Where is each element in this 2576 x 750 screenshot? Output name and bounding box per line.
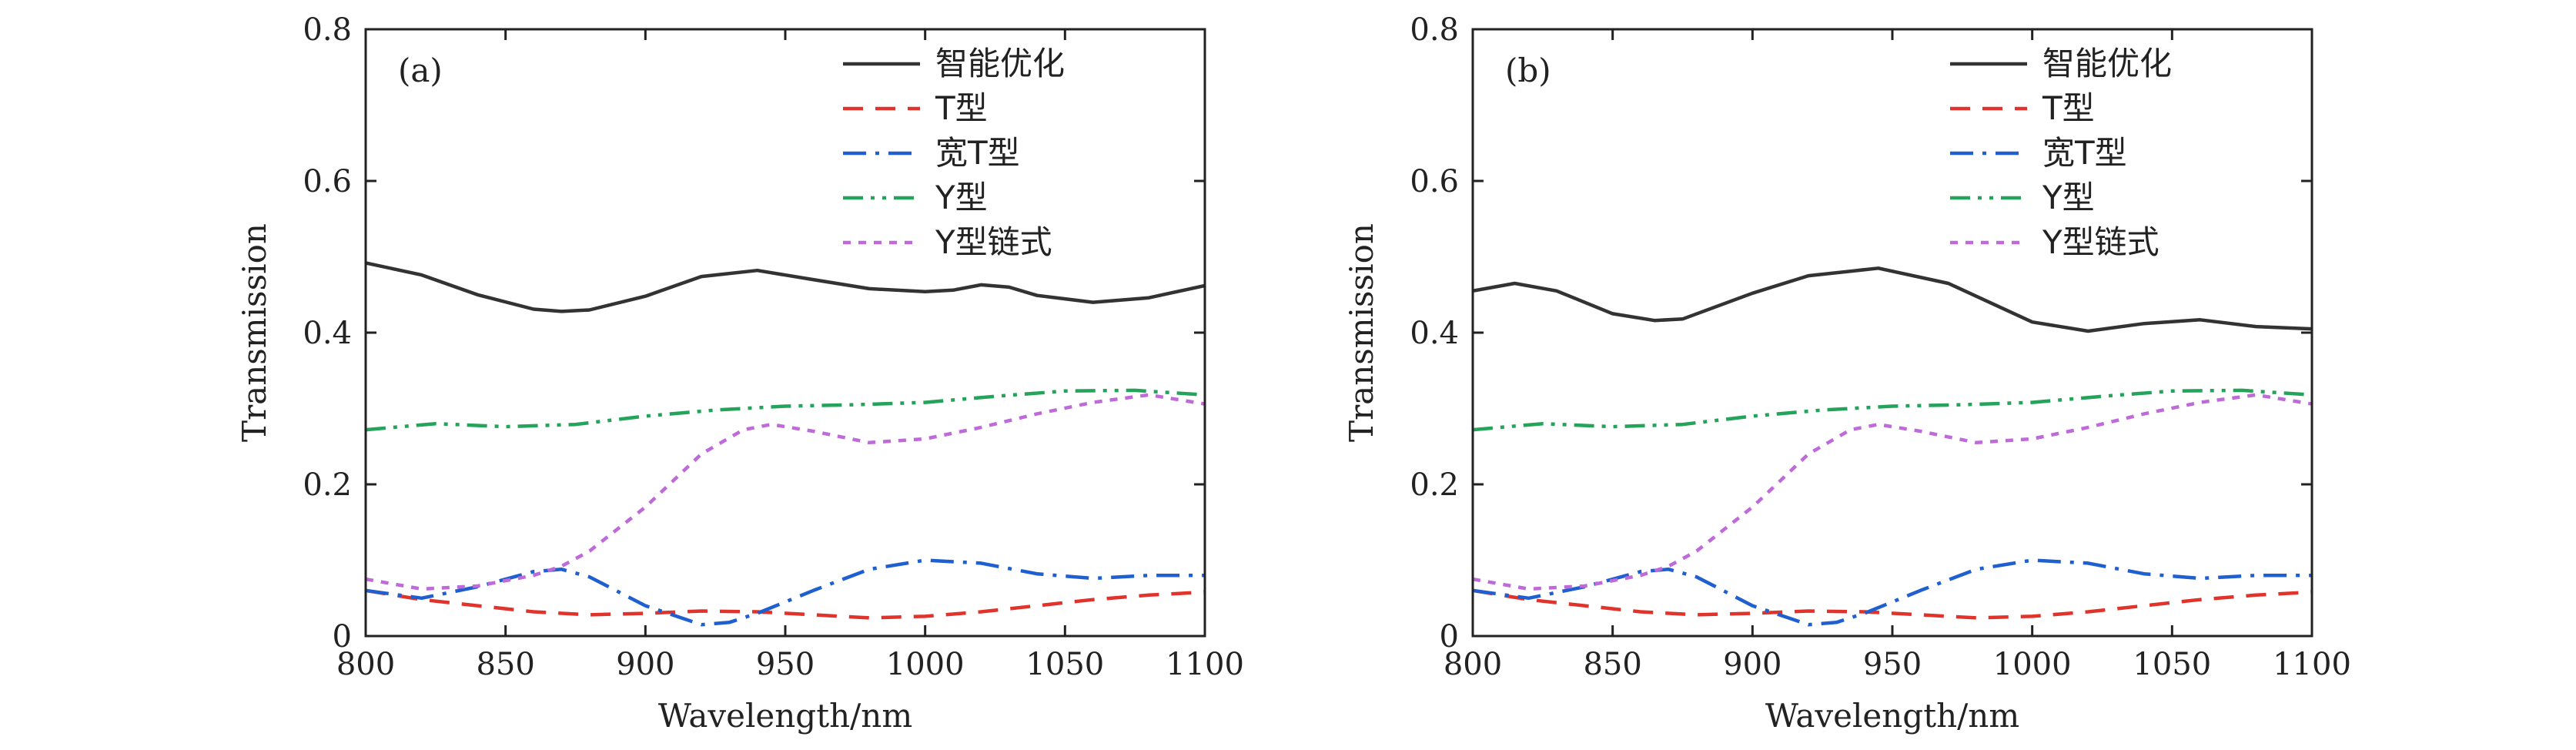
panel-b-legend-label-4: Y型链式 [2042,223,2159,261]
panel-a-y-tick-label: 0.4 [303,316,352,351]
panel-b-plot-frame [1471,28,2313,638]
panel-b-y-tick-label: 0.4 [1410,316,1459,351]
panel-b-legend-label-3: Y型 [2042,179,2095,216]
panel-a-y-tick-label: 0.8 [303,12,352,48]
panel-b-y-axis-title: Transmission [1343,223,1380,442]
panel-b-x-tick-label: 950 [1863,647,1922,682]
panel-b-y-tick-label: 0.2 [1410,467,1459,503]
panel-b: 800 850 900 950 1000 1050 1100 0 0.2 0.4 0.6 0.8 Wav… [1343,12,2351,735]
panel-a-y-tick-label: 0.6 [303,164,352,199]
panel-a-x-tick-label: 900 [616,647,674,682]
panel-b-y-tick-label: 0 [1440,619,1459,655]
panel-b-legend-label-0: 智能优化 [2042,45,2172,82]
panel-a-legend-label-1: T型 [935,89,988,127]
panel-b-x-axis-title: Wavelength/nm [1765,697,2019,735]
panel-a-x-tick-label: 950 [756,647,815,682]
panel-b-x-tick-label: 800 [1444,647,1502,682]
panel-a-series-line-1 [366,588,1205,620]
panel-b-legend-label-2: 宽T型 [2042,134,2127,172]
panel-b-x-tick-label: 1100 [2273,647,2351,682]
panel-a-legend-label-2: 宽T型 [935,134,1020,172]
panel-b-x-tick-label: 1000 [1993,647,2072,682]
panel-b-y-tick-label: 0.6 [1410,164,1459,199]
panel-a-x-tick-label: 800 [336,647,395,682]
panel-b-legend-label-1: T型 [2042,89,2095,127]
panel-a-series-line-0 [366,261,1205,313]
panel-b-series-line-1 [1473,588,2312,620]
panel-b-series-line-3 [1473,388,2312,432]
panel-a-y-axis-title: Transmission [236,223,273,442]
panel-a-x-tick-label: 1050 [1025,647,1104,682]
panel-a-x-tick-label: 1000 [886,647,965,682]
panel-a-legend-label-3: Y型 [935,179,988,216]
panel-a-legend-label-0: 智能优化 [935,45,1065,82]
panel-a: 800 850 900 950 1000 1050 1100 0 0.2 0.4 0.6 0.8 Wav… [236,12,1244,735]
panel-b-x-tick-label: 850 [1583,647,1641,682]
panel-a-x-axis-title: Wavelength/nm [658,697,912,735]
panel-a-series-line-3 [366,388,1205,432]
panel-b-y-tick-label: 0.8 [1410,12,1459,48]
panel-a-plot-frame [364,28,1206,638]
panel-b-series-line-0 [1473,266,2312,333]
panel-b-x-tick-label: 1050 [2133,647,2211,682]
panel-a-x-tick-label: 850 [476,647,534,682]
panel-a-y-tick-label: 0 [333,619,352,655]
panel-b-x-tick-label: 900 [1723,647,1781,682]
panel-a-legend-label-4: Y型链式 [935,223,1052,261]
panel-b-panel-label: (b) [1505,52,1551,89]
panel-a-y-tick-label: 0.2 [303,467,352,503]
panel-a-x-tick-label: 1100 [1166,647,1244,682]
panel-a-series-line-4 [366,393,1205,591]
panel-a-panel-label: (a) [398,52,443,89]
panel-b-series-line-4 [1473,393,2312,591]
